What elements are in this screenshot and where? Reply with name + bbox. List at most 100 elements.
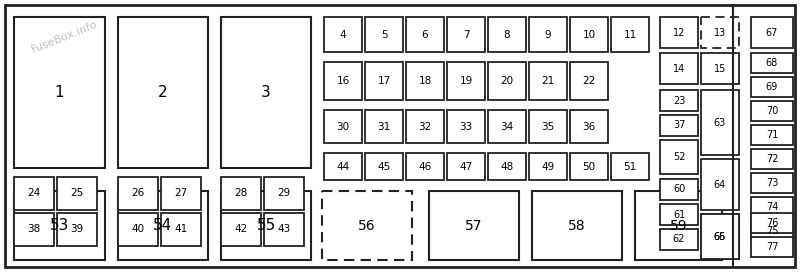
Text: 47: 47 (459, 162, 473, 172)
FancyBboxPatch shape (447, 153, 485, 180)
FancyBboxPatch shape (701, 53, 739, 84)
Text: 60: 60 (673, 184, 685, 194)
Text: 44: 44 (336, 162, 350, 172)
Text: 46: 46 (418, 162, 432, 172)
Text: 45: 45 (378, 162, 390, 172)
FancyBboxPatch shape (324, 110, 362, 143)
Text: 28: 28 (234, 188, 248, 199)
Text: 57: 57 (466, 218, 482, 233)
FancyBboxPatch shape (701, 214, 739, 259)
Text: 24: 24 (27, 188, 41, 199)
Text: 19: 19 (459, 76, 473, 86)
Text: 58: 58 (568, 218, 586, 233)
Text: 31: 31 (378, 122, 390, 131)
FancyBboxPatch shape (488, 110, 526, 143)
FancyBboxPatch shape (14, 213, 54, 246)
Text: 27: 27 (174, 188, 188, 199)
FancyBboxPatch shape (324, 17, 362, 52)
Text: 77: 77 (766, 242, 778, 252)
FancyBboxPatch shape (322, 191, 412, 260)
FancyBboxPatch shape (701, 17, 739, 48)
Text: 68: 68 (766, 58, 778, 68)
FancyBboxPatch shape (14, 191, 105, 260)
FancyBboxPatch shape (324, 153, 362, 180)
Text: 52: 52 (673, 152, 686, 162)
FancyBboxPatch shape (14, 17, 105, 168)
FancyBboxPatch shape (264, 177, 304, 210)
Text: 12: 12 (673, 27, 685, 38)
Text: 4: 4 (340, 29, 346, 39)
Text: 43: 43 (278, 224, 290, 234)
Text: 64: 64 (714, 180, 726, 190)
FancyBboxPatch shape (660, 90, 698, 111)
FancyBboxPatch shape (635, 191, 722, 260)
FancyBboxPatch shape (406, 110, 444, 143)
FancyBboxPatch shape (570, 153, 608, 180)
Text: 7: 7 (462, 29, 470, 39)
FancyBboxPatch shape (751, 173, 793, 193)
FancyBboxPatch shape (751, 77, 793, 97)
Text: 30: 30 (337, 122, 350, 131)
Text: 23: 23 (673, 95, 685, 106)
FancyBboxPatch shape (406, 153, 444, 180)
FancyBboxPatch shape (529, 153, 567, 180)
FancyBboxPatch shape (221, 177, 261, 210)
Text: 18: 18 (418, 76, 432, 86)
FancyBboxPatch shape (57, 177, 97, 210)
Text: 75: 75 (766, 226, 778, 236)
Text: 25: 25 (70, 188, 84, 199)
Text: 66: 66 (714, 231, 726, 242)
Text: 2: 2 (158, 85, 168, 100)
Text: 38: 38 (27, 224, 41, 234)
Text: 36: 36 (582, 122, 596, 131)
FancyBboxPatch shape (14, 177, 54, 210)
FancyBboxPatch shape (751, 149, 793, 169)
FancyBboxPatch shape (406, 62, 444, 100)
FancyBboxPatch shape (118, 213, 158, 246)
FancyBboxPatch shape (570, 110, 608, 143)
Text: 72: 72 (766, 154, 778, 164)
FancyBboxPatch shape (532, 191, 622, 260)
Text: 14: 14 (673, 63, 685, 73)
FancyBboxPatch shape (751, 53, 793, 73)
Text: 34: 34 (500, 122, 514, 131)
Text: 15: 15 (714, 63, 726, 73)
FancyBboxPatch shape (118, 191, 208, 260)
Text: 11: 11 (623, 29, 637, 39)
FancyBboxPatch shape (118, 177, 158, 210)
Text: 65: 65 (714, 231, 726, 242)
FancyBboxPatch shape (161, 213, 201, 246)
FancyBboxPatch shape (701, 214, 739, 259)
FancyBboxPatch shape (365, 153, 403, 180)
Text: 74: 74 (766, 202, 778, 212)
FancyBboxPatch shape (488, 153, 526, 180)
Text: 73: 73 (766, 178, 778, 188)
Text: 5: 5 (381, 29, 387, 39)
Text: 10: 10 (582, 29, 595, 39)
FancyBboxPatch shape (447, 110, 485, 143)
FancyBboxPatch shape (751, 221, 793, 241)
FancyBboxPatch shape (221, 213, 261, 246)
Text: 32: 32 (418, 122, 432, 131)
Text: 63: 63 (714, 118, 726, 128)
Text: 49: 49 (542, 162, 554, 172)
FancyBboxPatch shape (488, 17, 526, 52)
Text: 17: 17 (378, 76, 390, 86)
FancyBboxPatch shape (221, 17, 311, 168)
FancyBboxPatch shape (660, 179, 698, 200)
FancyBboxPatch shape (611, 17, 649, 52)
Text: 13: 13 (714, 27, 726, 38)
FancyBboxPatch shape (751, 213, 793, 233)
FancyBboxPatch shape (660, 17, 698, 48)
Text: 39: 39 (70, 224, 84, 234)
FancyBboxPatch shape (365, 17, 403, 52)
Text: 42: 42 (234, 224, 248, 234)
Text: 55: 55 (256, 218, 276, 233)
FancyBboxPatch shape (751, 197, 793, 217)
Text: 9: 9 (545, 29, 551, 39)
FancyBboxPatch shape (161, 177, 201, 210)
FancyBboxPatch shape (570, 17, 608, 52)
Text: 71: 71 (766, 130, 778, 140)
FancyBboxPatch shape (751, 17, 793, 48)
Text: 56: 56 (358, 218, 376, 233)
